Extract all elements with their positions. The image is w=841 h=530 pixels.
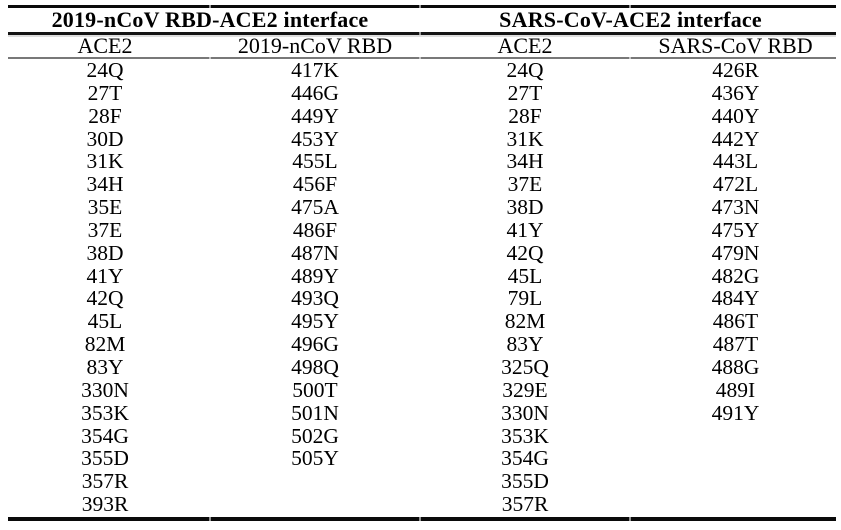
residue-cell: 443L xyxy=(712,149,759,174)
table-rule-bottom xyxy=(8,517,836,521)
residue-cell: 436Y xyxy=(711,80,760,105)
residue-cell: 393R xyxy=(81,492,129,517)
residue-cell: 83Y xyxy=(86,354,124,379)
residue-cell: 475Y xyxy=(711,217,760,242)
column-joint-tick xyxy=(629,517,631,521)
residue-cell: 31K xyxy=(86,149,124,174)
column-joint-tick xyxy=(419,32,421,35)
residue-cell: 505Y xyxy=(291,446,339,471)
column-joint-tick xyxy=(419,5,421,8)
residue-cell: 456F xyxy=(292,172,338,197)
residue-cell: 500T xyxy=(292,377,338,402)
residue-cell: 79L xyxy=(507,286,543,311)
residue-cell: 353K xyxy=(81,400,129,425)
residue-cell: 82M xyxy=(84,332,126,357)
residue-cell: 446G xyxy=(291,80,339,105)
residue-cell: 325Q xyxy=(501,354,549,379)
residue-cell: 501N xyxy=(291,400,339,425)
residue-cell: 31K xyxy=(506,126,544,151)
residue-cell: 37E xyxy=(87,217,123,242)
residue-column-2019-ncov-rbd: 417K 446G 449Y 453Y 455L 456F 475A 486F 487N 489Y… xyxy=(210,59,420,470)
residue-cell: 449Y xyxy=(291,103,339,128)
residue-cell: 488G xyxy=(711,354,760,379)
residue-column-sars-cov-rbd: 426R 436Y 440Y 442Y 443L 472L 473N 475Y 479N 482G… xyxy=(630,59,841,425)
residue-cell: 496G xyxy=(291,332,339,357)
residue-cell: 27T xyxy=(87,80,123,105)
residue-cell: 493Q xyxy=(291,286,339,311)
residue-cell: 486T xyxy=(712,309,759,334)
residue-cell: 45L xyxy=(87,309,123,334)
residue-cell: 41Y xyxy=(506,217,544,242)
residue-cell: 357R xyxy=(81,469,129,494)
residue-cell: 489Y xyxy=(291,263,339,288)
residue-cell: 498Q xyxy=(291,354,339,379)
column-joint-tick xyxy=(419,517,421,521)
residue-cell: 24Q xyxy=(86,58,124,82)
residue-cell: 473N xyxy=(711,195,760,220)
residue-cell: 34H xyxy=(506,149,544,174)
residue-cell: 357R xyxy=(501,492,549,517)
residue-cell: 475A xyxy=(291,195,339,220)
residue-cell: 45L xyxy=(507,263,543,288)
residue-cell: 472L xyxy=(712,172,759,197)
column-joint-tick xyxy=(419,57,421,59)
residue-cell: 354G xyxy=(501,446,549,471)
column-header-ace2-right: ACE2 xyxy=(497,33,553,58)
column-joint-tick xyxy=(209,5,211,8)
residue-cell: 455L xyxy=(292,149,338,174)
residue-cell: 42Q xyxy=(86,286,124,311)
group-header-2019-ncov-interface: 2019-nCoV RBD-ACE2 interface xyxy=(51,7,369,32)
residue-cell: 330N xyxy=(81,377,129,402)
residue-cell: 491Y xyxy=(711,400,760,425)
residue-cell: 502G xyxy=(291,423,339,448)
residue-cell: 28F xyxy=(88,103,122,128)
group-header-sars-cov-interface: SARS-CoV-ACE2 interface xyxy=(499,7,762,32)
residue-cell: 27T xyxy=(507,80,543,105)
residue-cell: 487N xyxy=(291,240,339,265)
column-joint-tick xyxy=(209,57,211,59)
column-header-sars-cov-rbd: SARS-CoV RBD xyxy=(658,33,813,58)
column-joint-tick xyxy=(629,5,631,8)
residue-cell: 42Q xyxy=(506,240,544,265)
column-header-2019-ncov-rbd: 2019-nCoV RBD xyxy=(237,33,393,58)
residue-cell: 329E xyxy=(502,377,548,402)
residue-cell: 479N xyxy=(711,240,760,265)
residue-cell: 487T xyxy=(712,332,759,357)
table-rule-under-subheaders xyxy=(8,57,836,59)
residue-cell: 354G xyxy=(81,423,129,448)
residue-cell: 355D xyxy=(501,469,549,494)
residue-cell: 484Y xyxy=(711,286,760,311)
residue-cell: 353K xyxy=(501,423,549,448)
residue-cell: 440Y xyxy=(711,103,760,128)
column-joint-tick xyxy=(629,57,631,59)
residue-cell: 38D xyxy=(506,195,544,220)
residue-cell: 486F xyxy=(292,217,338,242)
residue-cell: 24Q xyxy=(506,58,544,82)
residue-cell: 82M xyxy=(504,309,546,334)
residue-cell: 489I xyxy=(715,377,756,402)
residue-cell: 495Y xyxy=(291,309,339,334)
residue-cell: 35E xyxy=(87,195,123,220)
residue-cell: 442Y xyxy=(711,126,760,151)
residue-cell: 28F xyxy=(508,103,542,128)
residue-cell: 83Y xyxy=(506,332,544,357)
residue-cell: 30D xyxy=(86,126,124,151)
residue-cell: 34H xyxy=(86,172,124,197)
residue-cell: 355D xyxy=(81,446,129,471)
residue-column-ace2-right: 24Q 27T 28F 31K 34H 37E 38D 41Y 42Q 45L 79L 82M 83Y 3… xyxy=(420,59,630,516)
residue-column-ace2-left: 24Q 27T 28F 30D 31K 34H 35E 37E 38D 41Y 42Q 45L 82M 8… xyxy=(0,59,210,516)
residue-cell: 453Y xyxy=(291,126,339,151)
table-rule-under-group-headers xyxy=(8,32,836,35)
residue-cell: 482G xyxy=(711,263,760,288)
residue-cell: 417K xyxy=(291,58,339,82)
residue-cell: 330N xyxy=(501,400,549,425)
column-joint-tick xyxy=(209,517,211,521)
residue-cell: 38D xyxy=(86,240,124,265)
column-header-ace2-left: ACE2 xyxy=(77,33,133,58)
residue-cell: 37E xyxy=(507,172,543,197)
residue-cell: 41Y xyxy=(86,263,124,288)
table-rule-top xyxy=(8,5,836,8)
residue-cell: 426R xyxy=(712,58,759,82)
